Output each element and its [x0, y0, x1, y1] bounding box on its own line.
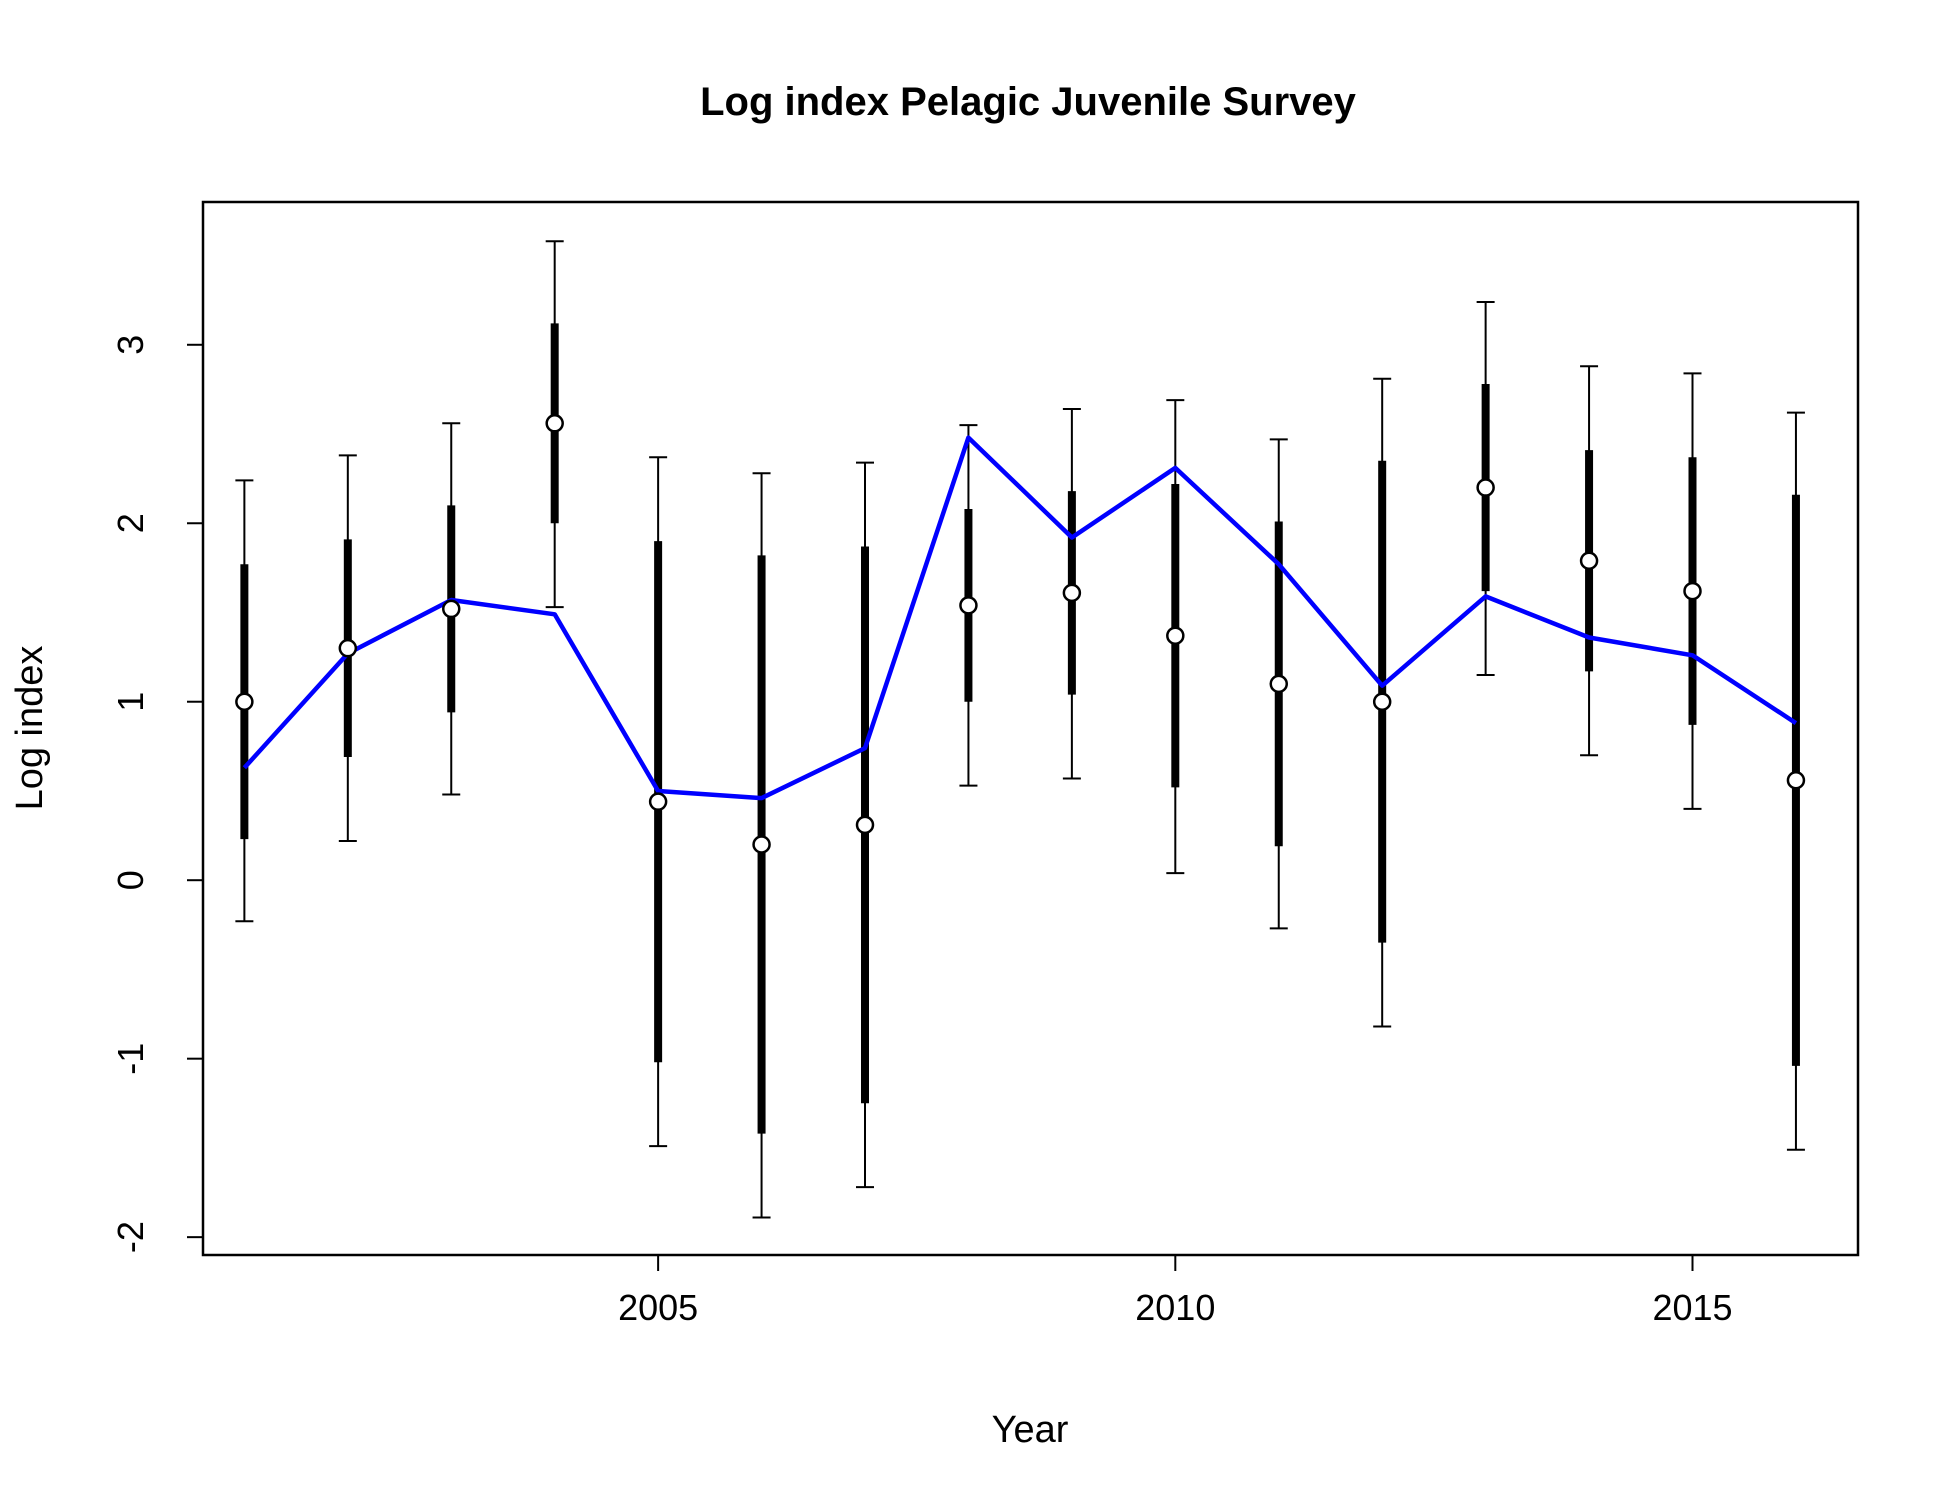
observed-point-2011: [1269, 674, 1288, 694]
observed-point-2001: [235, 692, 254, 711]
observed-point-2007: [855, 815, 875, 835]
observed-point-2005: [648, 792, 668, 811]
observed-point-2009: [1062, 583, 1082, 603]
x-axis-title: Year: [992, 1409, 1069, 1451]
observed-point-2012: [1372, 692, 1392, 711]
y-axis: -2 -1 0 1 2 3: [110, 335, 203, 1253]
outer-interval-bars: [235, 240, 1805, 1219]
observed-point-2002: [338, 638, 358, 658]
y-tick-label: -1: [110, 1043, 151, 1075]
y-tick-label: 0: [110, 870, 151, 890]
observed-points: [235, 414, 1806, 854]
inner-interval-bars: [240, 323, 1800, 1134]
y-tick-label: 3: [110, 335, 151, 355]
plot-frame: [201, 200, 1860, 1257]
x-tick-label: 2005: [618, 1287, 698, 1328]
observed-point-2010: [1166, 626, 1185, 645]
observed-point-2003: [442, 599, 461, 619]
observed-point-2008: [959, 596, 978, 615]
y-tick-label: 1: [110, 692, 151, 712]
fitted-line: [242, 435, 1798, 801]
y-tick-label: -2: [110, 1221, 151, 1253]
observed-point-2006: [752, 835, 771, 854]
y-axis-title: Log index: [9, 646, 51, 811]
x-tick-label: 2015: [1652, 1287, 1732, 1328]
observed-point-2016: [1786, 771, 1806, 790]
observed-point-2015: [1683, 581, 1702, 601]
observed-point-2014: [1579, 551, 1599, 570]
x-axis: 2005 2010 2015: [618, 1255, 1733, 1328]
observed-point-2004: [545, 414, 564, 433]
fitted-line-path: [242, 435, 1798, 801]
y-tick-label: 2: [110, 513, 151, 533]
chart-title: Log index Pelagic Juvenile Survey: [700, 80, 1357, 124]
x-tick-label: 2010: [1135, 1287, 1215, 1328]
observed-point-2013: [1476, 478, 1495, 497]
